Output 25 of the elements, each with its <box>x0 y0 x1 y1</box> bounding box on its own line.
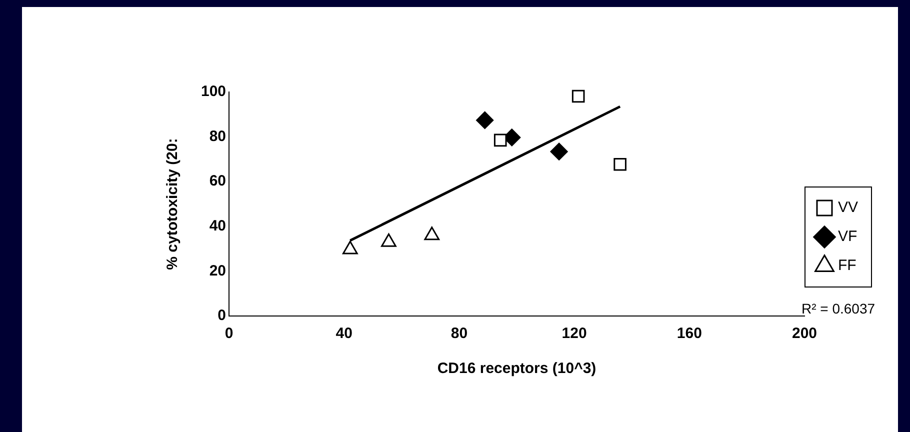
annotation: R² = 0.6037 <box>801 300 876 316</box>
point <box>424 226 440 240</box>
y-axis-title: % cytotoxicity (20: <box>164 138 182 270</box>
point <box>614 158 626 171</box>
y-tick-label: 0 <box>218 307 226 324</box>
legend-label: VF <box>838 228 858 246</box>
y-tick-label: 80 <box>209 128 226 145</box>
point <box>381 233 396 247</box>
legend-label: FF <box>838 257 856 274</box>
y-tick-label: 60 <box>209 172 226 190</box>
legend-label: VV <box>838 199 858 216</box>
x-tick-label: 160 <box>676 325 702 342</box>
y-tick-label: 100 <box>200 83 226 100</box>
x-axis-title: CD16 receptors (10^3) <box>437 360 596 378</box>
x-tick-label: 200 <box>792 325 818 342</box>
point <box>572 90 585 103</box>
y-tick-label: 40 <box>209 218 226 235</box>
x-tick-label: 80 <box>450 325 468 342</box>
y-tick-label: 20 <box>209 262 226 280</box>
point <box>494 134 507 147</box>
point <box>342 240 358 254</box>
x-tick-label: 40 <box>336 325 352 342</box>
point <box>476 111 494 129</box>
x-tick-label: 120 <box>562 325 587 342</box>
point <box>550 142 568 160</box>
